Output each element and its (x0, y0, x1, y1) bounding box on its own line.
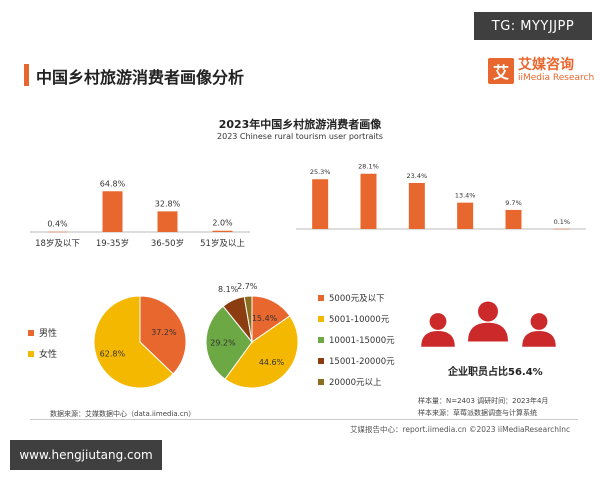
income-pie-slice (205, 305, 253, 380)
logo-mark: 艾 (488, 58, 514, 84)
income-pie-slice-label: 15.4% (252, 314, 278, 323)
people-icon-group (421, 301, 556, 347)
legend-swatch (318, 379, 324, 385)
age-bar-value-label: 64.8% (100, 179, 126, 188)
occupation-bar (505, 209, 522, 229)
person-center-icon-head (478, 301, 498, 322)
income-legend-item: 15001-20000元 (318, 355, 395, 367)
legend-label: 10001-15000元 (329, 336, 395, 346)
occupation-bar (457, 202, 474, 229)
income-pie-slice-label: 2.7% (237, 282, 258, 291)
legend-swatch (28, 329, 34, 336)
people-caption: 企业职员占比56.4% (448, 367, 543, 378)
person-left-icon-body (421, 330, 455, 347)
watermark-bottom: www.hengjiutang.com (10, 440, 162, 470)
sample-source: 样本来源：草莓派数据调查与计算系统 (418, 409, 537, 417)
legend-label: 男性 (39, 329, 58, 339)
footer-text: 艾媒报告中心：report.iimedia.cn ©2023 iiMediaRe… (350, 425, 571, 434)
footer-divider (30, 419, 578, 420)
logo-name: 艾媒咨询 (518, 57, 574, 73)
person-right-icon-body (522, 330, 556, 347)
logo-sub: iiMedia Research (518, 73, 595, 83)
legend-swatch (318, 316, 324, 322)
age-tick-label: 36-50岁 (151, 238, 184, 249)
income-legend-item: 20000元以上 (318, 376, 395, 388)
gender-pie-slice-label: 62.8% (100, 350, 126, 359)
legend-label: 女性 (39, 350, 58, 360)
occupation-bar (312, 179, 329, 229)
age-tick-label: 51岁及以上 (200, 238, 245, 249)
data-source: 数据来源：艾媒数据中心（data.iimedia.cn） (50, 410, 196, 418)
age-bar-value-label: 32.8% (155, 199, 181, 208)
chart-subtitle: 2023 Chinese rural tourism user portrait… (217, 132, 383, 141)
gender-pie-slice-label: 37.2% (151, 328, 177, 337)
gender-legend-item: 女性 (28, 347, 57, 360)
gender-pie-slice (93, 295, 174, 389)
legend-swatch (318, 295, 324, 301)
age-bar (212, 230, 233, 232)
legend-swatch (318, 358, 324, 364)
occupation-bar-value-label: 23.4% (407, 172, 428, 180)
person-left-icon-head (429, 313, 447, 330)
income-pie-slice (224, 315, 299, 389)
occupation-bar-value-label: 13.4% (455, 192, 476, 200)
income-pie-slice-label: 8.1% (218, 285, 239, 294)
age-bar (102, 191, 123, 232)
income-legend-item: 5000元及以下 (318, 292, 395, 304)
chart-title: 2023年中国乡村旅游消费者画像 (218, 118, 382, 131)
occupation-bar (553, 228, 570, 230)
legend-label: 20000元以上 (329, 378, 382, 388)
occupation-bar-value-label: 25.3% (310, 168, 331, 176)
occupation-bar-value-label: 28.1% (358, 163, 379, 171)
occupation-bar-value-label: 9.7% (505, 199, 522, 207)
age-bar (47, 231, 68, 233)
income-pie-slice-label: 29.2% (210, 339, 236, 348)
title-accent-bar (24, 64, 29, 86)
legend-swatch (318, 337, 324, 343)
age-bar-value-label: 0.4% (47, 220, 68, 229)
income-pie-slice-label: 44.6% (259, 358, 285, 367)
person-center-icon-body (468, 322, 508, 342)
income-pie-slice (243, 295, 253, 343)
gender-legend: 男性 女性 (28, 326, 57, 368)
age-bar (157, 211, 178, 232)
legend-label: 5000元及以下 (329, 294, 385, 304)
occupation-bar-value-label: 0.1% (554, 218, 571, 226)
income-legend-item: 10001-15000元 (318, 334, 395, 346)
occupation-bar (408, 182, 425, 229)
age-tick-label: 19-35岁 (96, 238, 129, 249)
income-legend: 5000元及以下 5001-10000元 10001-15000元 15001-200… (318, 292, 395, 397)
age-tick-label: 18岁及以下 (35, 238, 80, 249)
person-right-icon-head (530, 313, 548, 330)
occupation-bar (360, 173, 377, 229)
income-legend-item: 5001-10000元 (318, 313, 395, 325)
legend-swatch (28, 350, 34, 357)
legend-label: 15001-20000元 (329, 357, 395, 367)
watermark-top: TG: MYYJJPP (474, 12, 592, 40)
legend-label: 5001-10000元 (329, 315, 390, 325)
gender-legend-item: 男性 (28, 326, 57, 339)
sample-info: 样本量：N=2403 调研时间：2023年4月 (418, 397, 549, 405)
gender-pie-slice (139, 295, 187, 375)
brand-logo: 艾 艾媒咨询 iiMedia Research (488, 58, 594, 84)
age-bar-value-label: 2.0% (212, 219, 233, 228)
page-title: 中国乡村旅游消费者画像分析 (36, 68, 245, 87)
